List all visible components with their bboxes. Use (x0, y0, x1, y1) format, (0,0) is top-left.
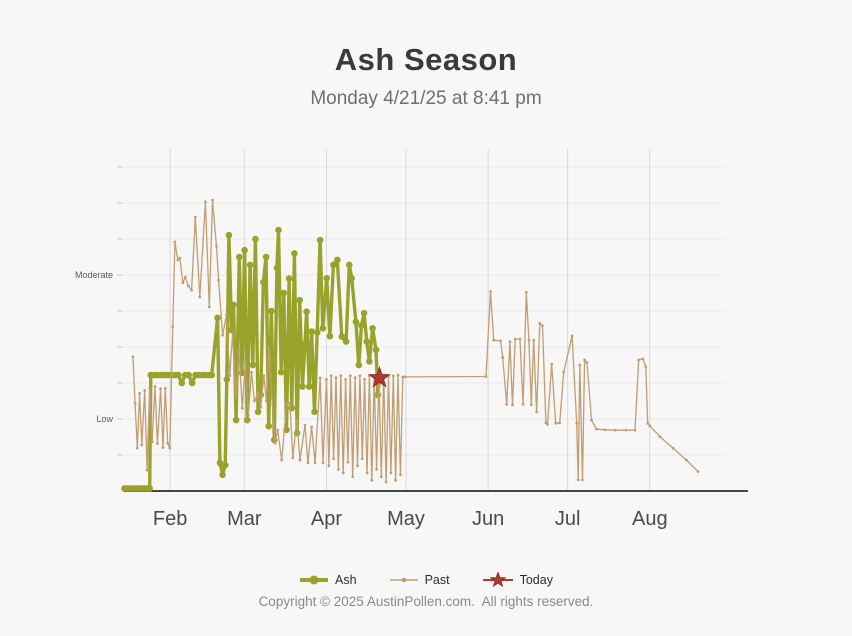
y-label-moderate: Moderate (75, 270, 113, 280)
legend-label-today: Today (519, 573, 553, 587)
horizontal-gridlines (124, 166, 724, 456)
y-axis-ticks (117, 166, 123, 456)
x-label-jun: Jun (472, 508, 504, 530)
legend-label-ash: Ash (335, 573, 357, 587)
today-star-icon (482, 572, 513, 588)
y-axis-labels: Low Moderate (75, 270, 114, 424)
legend-label-past: Past (424, 573, 450, 587)
y-label-low: Low (96, 414, 113, 424)
x-label-may: May (387, 508, 425, 530)
x-axis-labels: Feb Mar Apr May Jun Jul Aug (153, 508, 668, 530)
legend-item-today: Today (482, 572, 553, 588)
page-title: Ash Season (334, 42, 518, 77)
x-label-apr: Apr (311, 508, 342, 530)
past-line-icon (389, 577, 418, 583)
x-label-jul: Jul (555, 508, 581, 530)
vertical-gridlines (169, 149, 651, 491)
legend-item-ash: Ash (299, 573, 357, 587)
legend-item-past: Past (389, 573, 450, 587)
today-marker (368, 365, 391, 388)
ash-line-icon (300, 575, 329, 585)
x-label-feb: Feb (153, 508, 187, 530)
x-label-mar: Mar (227, 508, 262, 530)
x-label-aug: Aug (632, 508, 668, 530)
chart-legend: Ash Past Today (0, 572, 852, 588)
page-subtitle: Monday 4/21/25 at 8:41 pm (310, 88, 542, 109)
past-series (131, 198, 700, 484)
copyright-text: Copyright © 2025 AustinPollen.com. All r… (258, 594, 594, 609)
